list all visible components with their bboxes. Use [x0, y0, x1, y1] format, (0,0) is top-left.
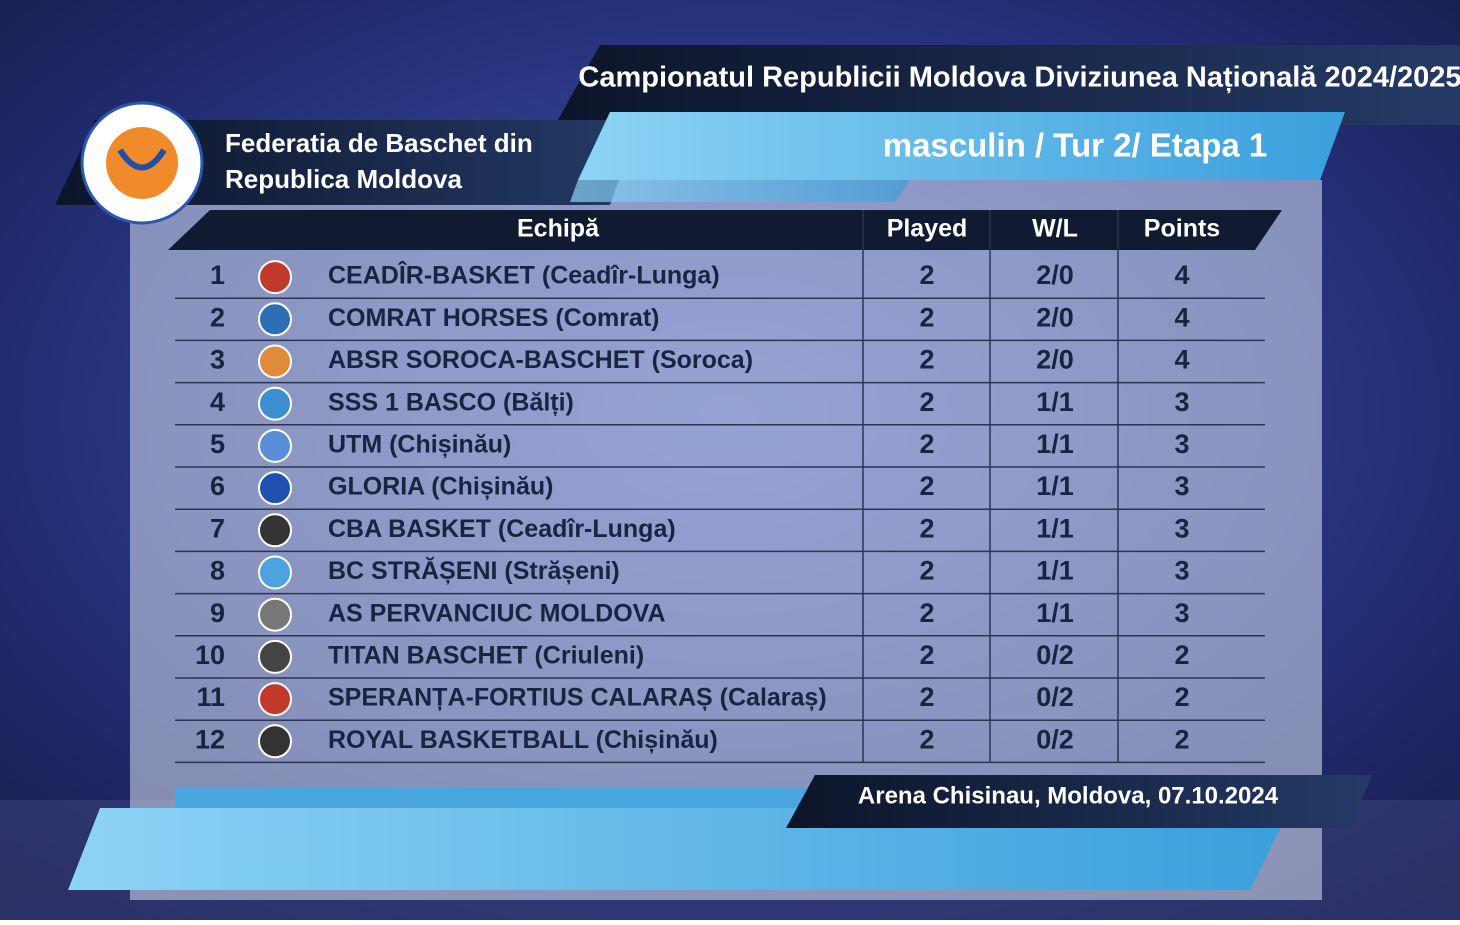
team-logo — [258, 386, 292, 421]
win-loss: 1/1 — [1036, 387, 1074, 417]
win-loss: 0/2 — [1036, 640, 1074, 670]
team-logo — [258, 513, 292, 548]
footer-strip — [175, 788, 830, 808]
win-loss: 1/1 — [1036, 598, 1074, 628]
played: 2 — [919, 429, 934, 459]
table-header — [168, 210, 1282, 250]
points: 3 — [1174, 598, 1189, 628]
rank: 10 — [195, 640, 225, 670]
column-header: Played — [887, 215, 968, 243]
logo-ball — [106, 127, 178, 199]
subtitle-banner — [578, 112, 1345, 180]
rank: 12 — [195, 724, 225, 754]
win-loss: 1/1 — [1036, 429, 1074, 459]
win-loss: 2/0 — [1036, 302, 1074, 332]
rank: 1 — [210, 260, 225, 290]
points: 3 — [1174, 471, 1189, 501]
rank: 11 — [196, 682, 225, 712]
subtitle: masculin / Tur 2/ Etapa 1 — [883, 127, 1268, 164]
rank: 3 — [210, 345, 225, 375]
win-loss: 1/1 — [1036, 513, 1074, 543]
points: 2 — [1174, 682, 1189, 712]
table: Echipă Played W/L Points 1 CEADÎR-BASKET (Cea… — [175, 210, 1265, 764]
win-loss: 0/2 — [1036, 724, 1074, 754]
team-name: ROYAL BASKETBALL (Chișinău) — [328, 726, 718, 754]
played: 2 — [919, 345, 934, 375]
federation-banner — [55, 120, 640, 205]
column-header: Echipă — [517, 215, 600, 243]
points: 3 — [1174, 556, 1189, 586]
team-logo — [258, 724, 292, 759]
bottom-banner — [68, 808, 1290, 890]
points: 3 — [1174, 513, 1189, 543]
team-name: UTM (Chișinău) — [328, 431, 511, 459]
federation-line: Republica Moldova — [225, 164, 462, 194]
points: 4 — [1174, 302, 1189, 332]
team-name: GLORIA (Chișinău) — [328, 473, 553, 501]
rank: 7 — [210, 513, 225, 543]
points: 4 — [1174, 345, 1189, 375]
played: 2 — [919, 598, 934, 628]
footer-banner — [786, 775, 1372, 828]
team-name: AS PERVANCIUC MOLDOVA — [328, 599, 666, 627]
points: 3 — [1174, 429, 1189, 459]
win-loss: 2/0 — [1036, 260, 1074, 290]
team-logo — [258, 682, 292, 717]
points: 2 — [1174, 724, 1189, 754]
team-logo — [258, 260, 292, 295]
federation-line: Federatia de Baschet din — [225, 128, 533, 158]
team-logo — [258, 344, 292, 379]
played: 2 — [919, 682, 934, 712]
played: 2 — [919, 556, 934, 586]
title-banner — [555, 45, 1460, 125]
team-logo — [258, 639, 292, 674]
rank: 4 — [210, 387, 225, 417]
points: 3 — [1174, 387, 1189, 417]
win-loss: 1/1 — [1036, 471, 1074, 501]
played: 2 — [919, 387, 934, 417]
played: 2 — [919, 471, 934, 501]
team-logo — [258, 428, 292, 463]
rank: 2 — [210, 302, 225, 332]
team-name: SPERANȚA-FORTIUS CALARAȘ (Calaraș) — [328, 684, 827, 712]
footer: Arena Chisinau, Moldova, 07.10.2024 — [858, 782, 1279, 809]
win-loss: 1/1 — [1036, 556, 1074, 586]
rank: 8 — [210, 556, 225, 586]
played: 2 — [919, 513, 934, 543]
rank: 6 — [210, 471, 225, 501]
team-logo — [258, 555, 292, 590]
team-name: SSS 1 BASCO (Bălți) — [328, 388, 574, 416]
team-logo — [258, 302, 292, 337]
played: 2 — [919, 302, 934, 332]
team-logo — [258, 471, 292, 506]
team-name: TITAN BASCHET (Criuleni) — [328, 642, 644, 670]
team-name: COMRAT HORSES (Comrat) — [328, 304, 659, 332]
points: 2 — [1174, 640, 1189, 670]
win-loss: 2/0 — [1036, 345, 1074, 375]
subtitle-strip — [570, 180, 910, 202]
points: 4 — [1174, 260, 1189, 290]
team-name: BC STRĂȘENI (Strășeni) — [328, 556, 620, 585]
column-header: Points — [1144, 215, 1220, 243]
team-logo — [258, 597, 292, 632]
team-name: ABSR SOROCA-BASCHET (Soroca) — [328, 346, 753, 374]
column-header: W/L — [1032, 215, 1078, 243]
team-name: CEADÎR-BASKET (Ceadîr-Lunga) — [328, 260, 720, 290]
win-loss: 0/2 — [1036, 682, 1074, 712]
played: 2 — [919, 724, 934, 754]
rank: 9 — [210, 598, 225, 628]
title: Campionatul Republicii Moldova Diviziune… — [578, 62, 1460, 94]
team-name: CBA BASKET (Ceadîr-Lunga) — [328, 515, 676, 543]
logo-stroke — [117, 148, 167, 171]
rank: 5 — [210, 429, 225, 459]
played: 2 — [919, 640, 934, 670]
played: 2 — [919, 260, 934, 290]
